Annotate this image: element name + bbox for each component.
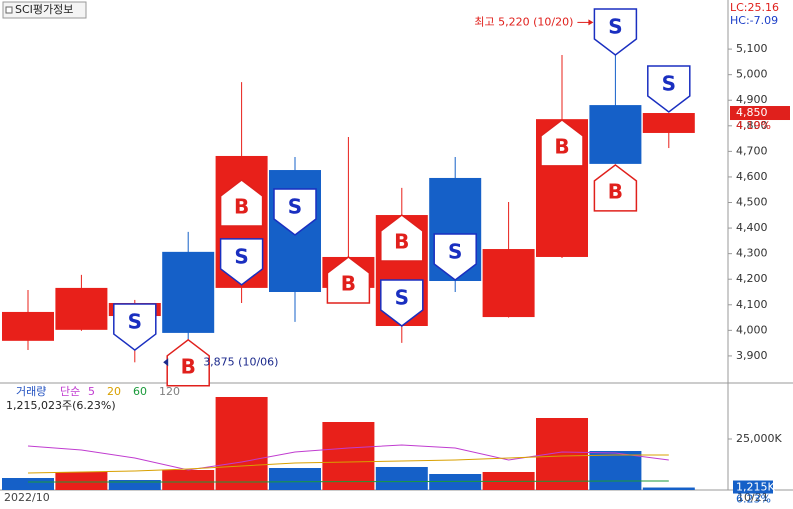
ma-label: 단순 [60, 385, 80, 398]
title-box [2, 1, 87, 19]
signal-marker [380, 214, 424, 262]
signal-label: S [288, 194, 302, 218]
ratio: 6.23% [736, 493, 771, 506]
candle-body [482, 249, 535, 318]
period-start: 2022/10 [4, 491, 50, 504]
y-tick-label: 4,900 [736, 93, 768, 106]
chart-title: SCI평가정보 [15, 3, 73, 16]
signal-marker [326, 256, 371, 304]
indicator: HC:-7.09 [730, 14, 778, 27]
volume-title: 거래량 [16, 385, 46, 398]
signal-marker [433, 233, 477, 281]
signal-marker [113, 303, 157, 351]
volume-bar [589, 450, 642, 490]
y-tick-label: 5,100 [736, 42, 768, 55]
volume-bar [2, 478, 54, 490]
signal-label: S [448, 239, 462, 263]
legend-entry: 20 [107, 385, 121, 398]
signal-marker [380, 279, 424, 327]
annotation: 3,875 (10/06) [203, 355, 278, 368]
change: 4.19% [736, 119, 771, 132]
signal-marker [166, 338, 210, 387]
volume-bar [215, 396, 268, 490]
candle-body [2, 311, 54, 341]
y-tick-label: 4,700 [736, 144, 768, 157]
last-price: 4,850 [736, 106, 768, 119]
y-tick-label: 4,400 [736, 221, 768, 234]
signal-marker [219, 179, 264, 227]
signal-label: B [181, 354, 196, 378]
y-tick-label: 4,000 [736, 323, 768, 336]
signal-marker [593, 163, 638, 212]
volume-bar [322, 421, 375, 490]
y-tick-label: 4,600 [736, 170, 768, 183]
candle-body [162, 251, 215, 333]
annotation-arrowhead [588, 19, 594, 26]
y-tick-label: 4,300 [736, 247, 768, 260]
volume-bar [375, 466, 428, 490]
y-tick-label: 4,500 [736, 196, 768, 209]
volume-bar [108, 479, 161, 490]
y-tick-label: 5,000 [736, 68, 768, 81]
indicator: LC:25.16 [730, 1, 779, 14]
candle-body [589, 105, 642, 164]
signal-marker [593, 8, 638, 56]
signal-marker [219, 238, 264, 286]
ma-line [28, 480, 669, 483]
y-tick-label: 25,000K [736, 432, 782, 445]
signal-marker [273, 188, 317, 236]
signal-label: B [341, 271, 356, 295]
signal-label: S [234, 244, 248, 268]
signal-marker [540, 118, 584, 167]
annotation-arrowhead [163, 358, 169, 367]
y-tick-label: 4,200 [736, 272, 768, 285]
volume-info: 1,215,023주(6.23%) [6, 399, 116, 412]
y-tick-label: 4,800 [736, 119, 768, 132]
candle-body [642, 113, 695, 133]
annotation: 최고 5,220 (10/20) [474, 15, 573, 28]
signal-label: S [395, 286, 409, 310]
volume-bar [162, 469, 215, 490]
last-volume: 1,215K [736, 481, 775, 494]
signal-label: B [554, 134, 569, 158]
volume-bar [642, 487, 695, 490]
period-end: 10/21 [737, 491, 769, 504]
signal-label: B [608, 179, 623, 203]
y-tick-label: 4,100 [736, 298, 768, 311]
ma-line [27, 444, 669, 471]
ma-line [27, 454, 669, 474]
y-tick-label: 3,900 [736, 349, 768, 362]
signal-label: S [662, 71, 676, 95]
signal-label: S [128, 310, 142, 334]
signal-label: B [394, 230, 409, 254]
signal-label: S [608, 14, 622, 38]
volume-bar [536, 417, 588, 490]
signal-marker [647, 65, 691, 113]
volume-bar [429, 473, 482, 490]
volume-bar [55, 471, 108, 490]
signal-label: B [234, 195, 249, 219]
last-price-box [730, 106, 790, 121]
legend-entry: 60 [133, 385, 147, 398]
legend-entry: 120 [159, 385, 180, 398]
title-icon [5, 6, 13, 14]
candle-body [55, 287, 108, 330]
legend-entry: 5 [88, 385, 95, 398]
volume-bar [269, 468, 321, 490]
last-volume-box [733, 480, 773, 494]
